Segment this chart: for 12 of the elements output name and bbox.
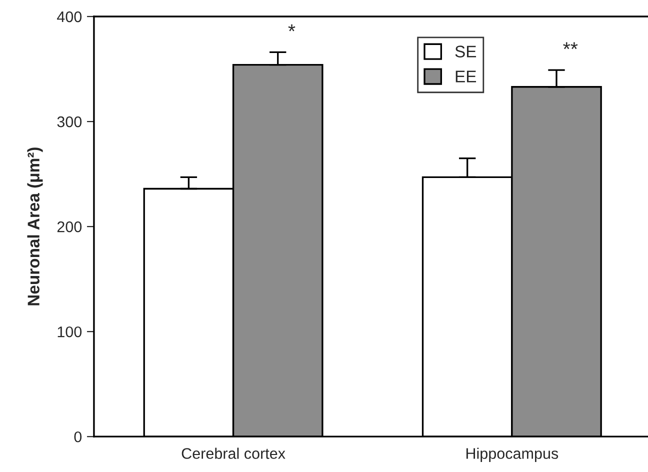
legend-label: SE bbox=[455, 46, 476, 58]
y-tick-label: 300 bbox=[57, 116, 82, 128]
x-tick-label: Hippocampus bbox=[466, 448, 558, 462]
y-tick-label: 0 bbox=[74, 431, 82, 442]
annotation: * bbox=[288, 24, 296, 32]
y-tick-label: 100 bbox=[58, 326, 82, 338]
x-tick-label: Cerebral cortex bbox=[182, 448, 286, 459]
legend-label: EE bbox=[456, 70, 476, 82]
y-axis-title: Neuronal Area (μm²) bbox=[27, 148, 43, 306]
y-tick-label: 400 bbox=[57, 11, 82, 22]
annotation: ** bbox=[563, 42, 578, 50]
y-tick-label: 200 bbox=[57, 221, 82, 232]
